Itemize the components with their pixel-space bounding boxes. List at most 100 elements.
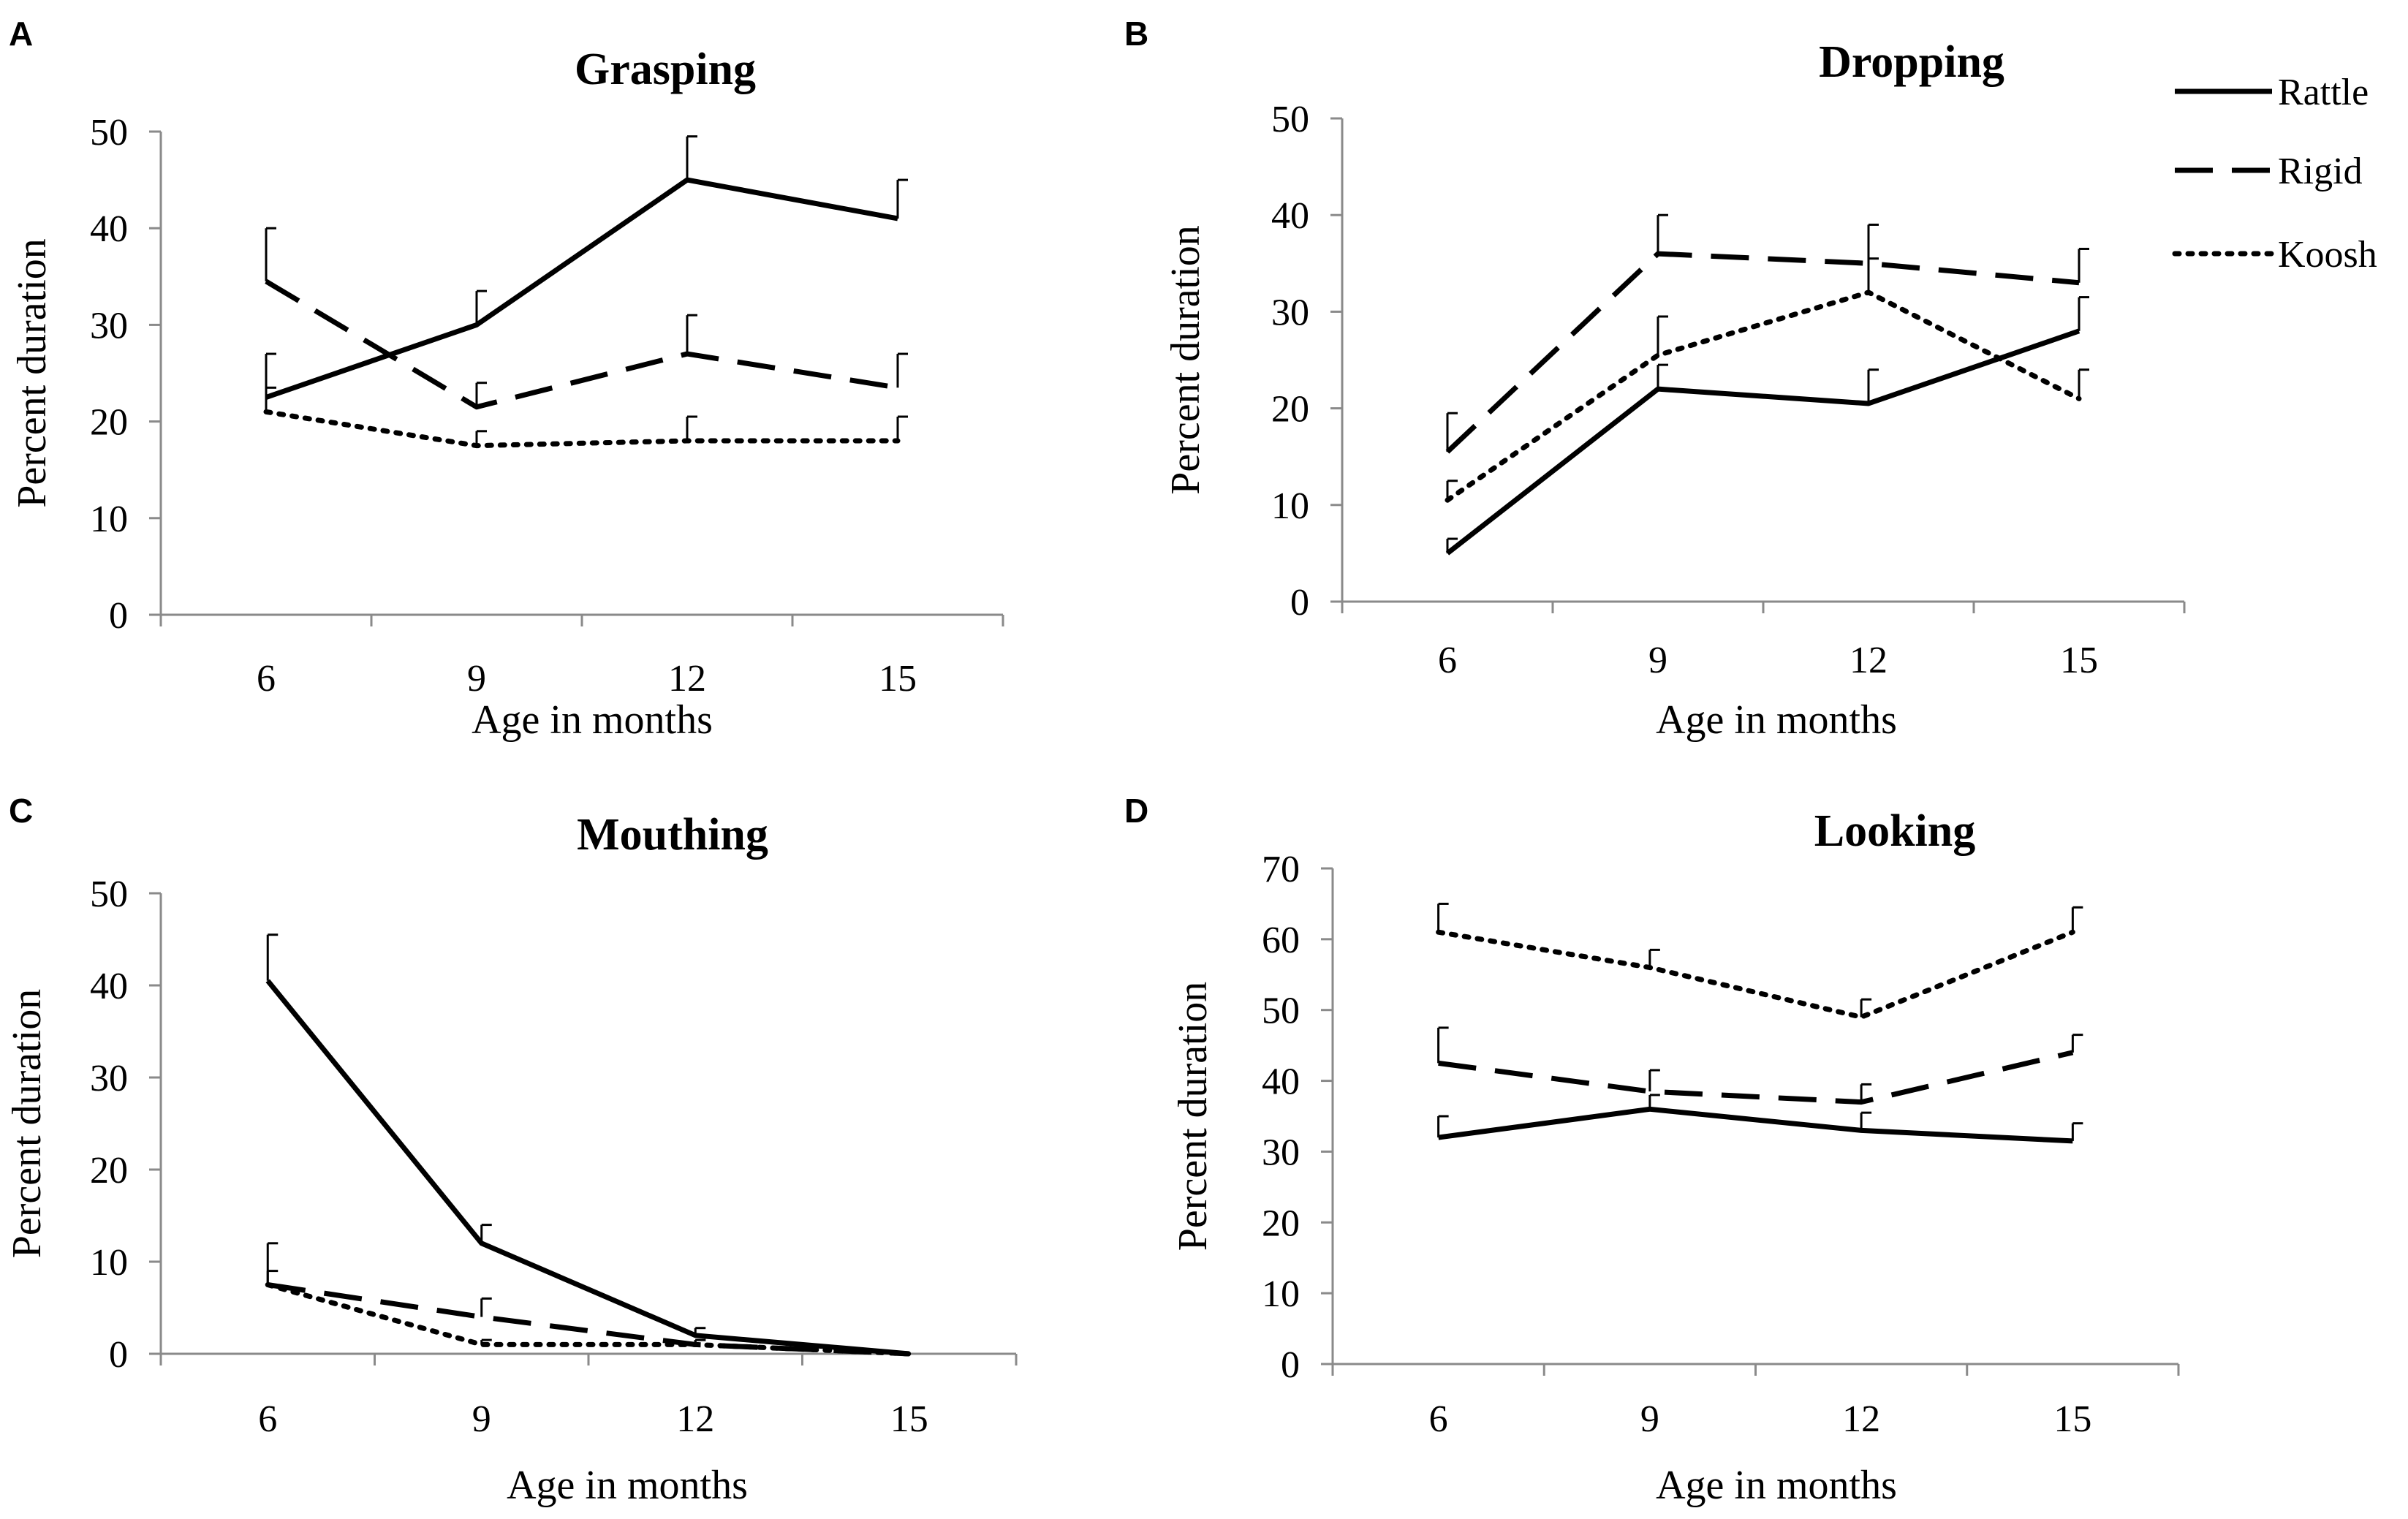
y-tick-label: 0 (1281, 1344, 1300, 1386)
y-tick-label: 50 (1262, 990, 1300, 1032)
error-bar (480, 1224, 492, 1243)
x-tick-label: 6 (1429, 1398, 1448, 1440)
panel-letter: B (1124, 15, 1148, 53)
y-tick-label: 0 (1290, 582, 1309, 624)
series-rattle (265, 135, 908, 400)
series-rattle (1445, 296, 2089, 556)
x-tick-label: 12 (1842, 1398, 1880, 1440)
series-line-koosh (1436, 929, 2075, 1020)
y-tick-label: 10 (90, 499, 128, 540)
error-bar (2078, 368, 2089, 399)
x-axis-label: Age in months (1656, 1463, 1897, 1508)
error-bar (1867, 368, 1879, 404)
error-bar (1867, 223, 1879, 264)
error-bar (265, 386, 276, 412)
error-bar (686, 135, 697, 181)
series-rigid (265, 227, 908, 410)
chart-panel-c: C Mouthing 0 10 20 30 40 50 6 9 12 15 Age in months P… (4, 792, 1018, 1508)
legend-label: Rattle (2278, 72, 2369, 113)
x-tick-label: 6 (1438, 640, 1457, 681)
error-bar (1446, 537, 1458, 553)
series-line-rattle (1438, 1106, 2073, 1144)
y-axis-label: Percent duration (1163, 225, 1208, 495)
error-bar (266, 1242, 279, 1285)
error-bar (480, 1297, 492, 1317)
series-rigid (1437, 1026, 2083, 1105)
x-tick-label: 12 (676, 1398, 714, 1440)
legend: Rattle Rigid Koosh (2172, 72, 2377, 276)
error-bar (480, 1338, 492, 1345)
legend-item-rigid: Rigid (2175, 151, 2363, 192)
series-line-rattle (265, 177, 898, 400)
y-tick-label: 20 (1262, 1202, 1300, 1244)
y-tick-label: 40 (1271, 195, 1309, 237)
x-tick-label: 15 (879, 658, 917, 700)
series-rattle (265, 933, 910, 1357)
y-tick-label: 60 (1262, 920, 1300, 961)
x-tick-label: 6 (257, 658, 276, 700)
panel-letter: D (1124, 792, 1148, 830)
x-axis-label: Age in months (507, 1463, 748, 1508)
x-axis-label: Age in months (1656, 697, 1897, 743)
legend-label: Rigid (2278, 151, 2363, 192)
x-tick-label: 12 (668, 658, 706, 700)
y-tick-label: 20 (90, 402, 128, 444)
y-tick-label: 10 (90, 1242, 128, 1284)
chart-title: Looking (1814, 806, 1976, 856)
series-line-rattle (265, 979, 910, 1357)
series-line-koosh (265, 1282, 912, 1357)
error-bar (1657, 363, 1668, 390)
x-tick-label: 15 (2053, 1398, 2091, 1440)
series-line-rigid (1438, 1050, 2074, 1105)
series-line-rattle (1445, 328, 2081, 556)
x-tick-label: 9 (472, 1398, 491, 1440)
x-tick-label: 15 (2060, 640, 2098, 681)
error-bar (1648, 948, 1660, 968)
error-bar (266, 1270, 279, 1285)
y-axis-label: Percent duration (1170, 982, 1216, 1251)
error-bar (694, 1338, 706, 1345)
chart-title: Mouthing (577, 810, 768, 860)
y-tick-label: 30 (1262, 1132, 1300, 1173)
error-bar (1860, 998, 1872, 1018)
y-tick-label: 30 (90, 1058, 128, 1099)
series-koosh (263, 386, 908, 449)
y-tick-label: 30 (90, 305, 128, 346)
error-bar (2071, 1034, 2083, 1053)
x-tick-label: 6 (258, 1398, 277, 1440)
x-tick-label: 9 (467, 658, 486, 700)
error-bar (896, 178, 908, 219)
y-tick-label: 0 (109, 1334, 128, 1376)
error-bar (475, 382, 487, 407)
series-rattle (1437, 1094, 2083, 1144)
y-axis-label: Percent duration (4, 989, 50, 1259)
chart-panel-d: D Looking 0 10 20 30 40 50 60 70 6 9 12 15 Age in mont… (1124, 792, 2180, 1508)
x-tick-label: 12 (1849, 640, 1888, 681)
series-line-rigid (1445, 251, 2080, 454)
y-axis-label: Percent duration (10, 238, 55, 508)
error-bar (1446, 480, 1458, 501)
error-bar (1648, 1069, 1660, 1092)
x-tick-label: 9 (1640, 1398, 1659, 1440)
error-bar (1648, 1094, 1660, 1110)
error-bar (896, 352, 908, 388)
panel-letter: A (9, 15, 33, 53)
error-bar (1446, 412, 1458, 452)
error-bar (686, 314, 697, 355)
y-tick-label: 40 (90, 966, 128, 1007)
error-bar (2071, 906, 2083, 933)
error-bar (2078, 296, 2089, 331)
series-rigid (266, 1242, 909, 1357)
error-bar (475, 289, 487, 325)
error-bar (1437, 1115, 1449, 1138)
x-axis-label: Age in months (472, 697, 713, 743)
error-bar (1657, 315, 1668, 355)
y-tick-label: 20 (90, 1150, 128, 1192)
error-bar (694, 1327, 706, 1336)
error-bar (2071, 1122, 2083, 1141)
y-tick-label: 50 (90, 112, 128, 154)
series-line-rigid (265, 279, 898, 410)
y-tick-label: 70 (1262, 849, 1300, 890)
legend-label: Koosh (2278, 234, 2377, 276)
